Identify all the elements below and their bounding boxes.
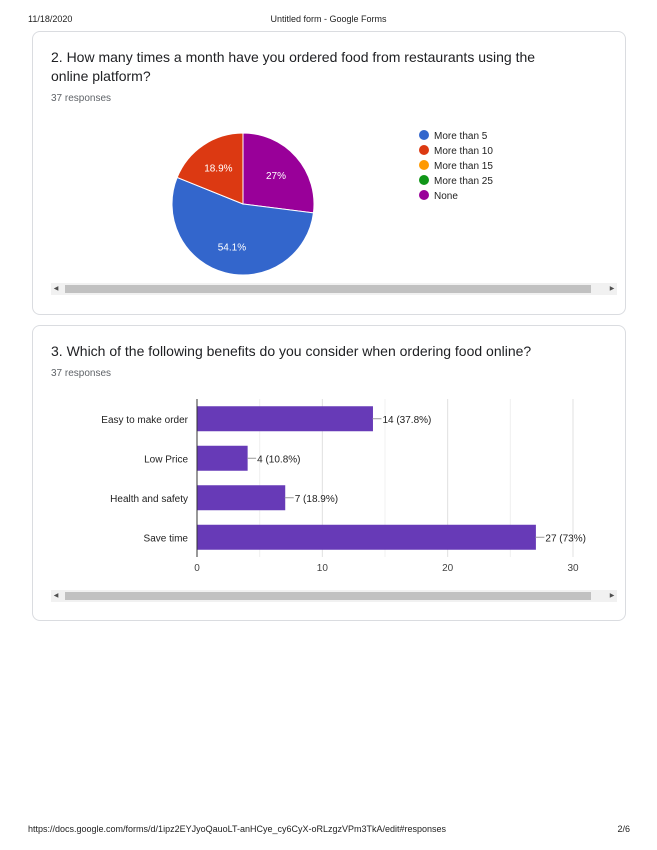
arrow-right-icon[interactable]: ▶ xyxy=(609,286,615,292)
arrow-left-icon[interactable]: ◀ xyxy=(53,593,59,599)
legend-label: More than 10 xyxy=(434,146,493,157)
pie-data-label: 27% xyxy=(266,171,286,182)
bar-data-label: 27 (73%) xyxy=(545,533,586,544)
legend-label: None xyxy=(434,191,458,202)
y-category-label: Health and safety xyxy=(110,494,188,505)
legend-label: More than 25 xyxy=(434,176,493,187)
horizontal-scrollbar[interactable]: ◀ ▶ xyxy=(51,283,617,295)
page-header-title: Untitled form - Google Forms xyxy=(270,14,387,24)
bar xyxy=(197,524,536,550)
horizontal-scrollbar[interactable]: ◀ ▶ xyxy=(51,590,617,602)
bar-chart: 0 10 20 30 Easy to make order 14 (37.8%) Low P… xyxy=(101,399,586,574)
legend-item: More than 15 xyxy=(419,160,493,174)
arrow-right-icon[interactable]: ▶ xyxy=(609,593,615,599)
bar-data-label: 7 (18.9%) xyxy=(295,494,338,505)
legend-item: More than 10 xyxy=(419,145,493,159)
page-url: https://docs.google.com/forms/d/1ipz2EYJ… xyxy=(28,824,447,834)
y-category-label: Low Price xyxy=(144,454,188,465)
bar-data-label: 4 (10.8%) xyxy=(257,454,300,465)
question-card-2: 2. How many times a month have you order… xyxy=(32,31,626,315)
print-date: 11/18/2020 xyxy=(28,14,73,24)
response-count: 37 responses xyxy=(51,93,112,104)
bar xyxy=(197,406,373,432)
pie-slice xyxy=(171,176,314,276)
x-tick-label: 10 xyxy=(317,563,329,574)
scrollbar-thumb[interactable] xyxy=(65,592,591,600)
x-tick-label: 0 xyxy=(194,563,200,574)
bar xyxy=(197,485,286,511)
scrollbar-thumb[interactable] xyxy=(65,285,591,293)
y-category-label: Easy to make order xyxy=(101,415,188,426)
y-category-label: Save time xyxy=(144,533,189,544)
pie-data-label: 18.9% xyxy=(204,164,232,175)
legend-swatch xyxy=(419,130,429,141)
legend-label: More than 15 xyxy=(434,161,493,172)
x-tick-label: 30 xyxy=(567,563,579,574)
legend-item: More than 25 xyxy=(419,175,493,189)
bar xyxy=(197,445,248,471)
pie-slice xyxy=(242,132,315,214)
arrow-left-icon[interactable]: ◀ xyxy=(53,286,59,292)
question-card-3: 3. Which of the following benefits do yo… xyxy=(32,325,626,621)
legend-label: More than 5 xyxy=(434,131,488,142)
legend-item: More than 5 xyxy=(419,130,487,144)
question-title: 3. Which of the following benefits do yo… xyxy=(51,343,532,359)
bar-data-label: 14 (37.8%) xyxy=(382,415,431,426)
legend-swatch xyxy=(419,175,429,186)
pie-chart: 27% 54.1% 18.9% xyxy=(171,132,315,276)
legend-swatch xyxy=(419,145,429,156)
response-count: 37 responses xyxy=(51,368,112,379)
question-title: 2. How many times a month have you order… xyxy=(51,49,536,84)
legend-swatch xyxy=(419,190,429,201)
legend-item: None xyxy=(419,190,458,204)
pie-data-label: 54.1% xyxy=(218,243,246,254)
pie-slice xyxy=(176,132,244,205)
page-number: 2/6 xyxy=(617,824,630,834)
legend-swatch xyxy=(419,160,429,171)
x-tick-label: 20 xyxy=(442,563,454,574)
